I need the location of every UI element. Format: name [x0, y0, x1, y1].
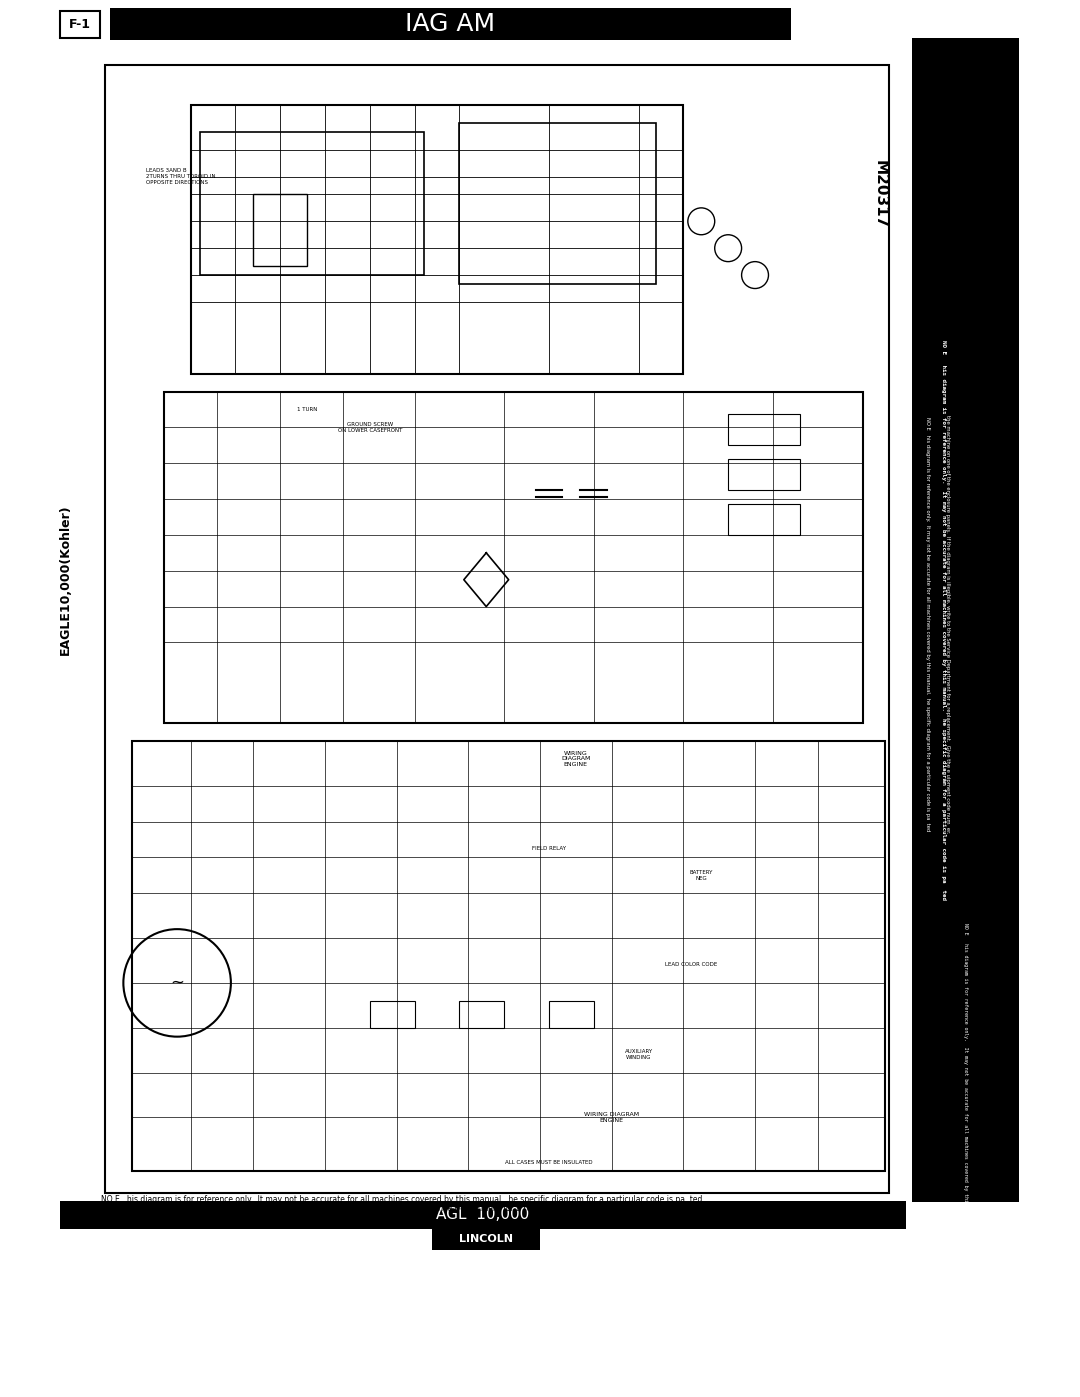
Bar [164, 391, 863, 724]
Text: 1 TURN: 1 TURN [297, 407, 318, 412]
Bar [432, 1228, 540, 1250]
Bar [190, 105, 684, 373]
Text: LINCOLN: LINCOLN [459, 1234, 513, 1243]
Text: WIRING DIAGRAM
ENGINE: WIRING DIAGRAM ENGINE [584, 1112, 639, 1123]
Text: NO E   his diagram is for reference only.  It may not be accurate for all machin: NO E his diagram is for reference only. … [941, 339, 946, 900]
Text: LEAD COLOR CODE: LEAD COLOR CODE [665, 963, 718, 968]
Text: NO E   his diagram is for reference only.  It may not be accurate for all machin: NO E his diagram is for reference only. … [100, 1196, 702, 1204]
Bar [549, 1000, 594, 1028]
Text: EAGLE10,000(Kohler): EAGLE10,000(Kohler) [58, 504, 71, 655]
Bar [459, 1000, 504, 1028]
Text: WIRING
DIAGRAM
ENGINE: WIRING DIAGRAM ENGINE [562, 750, 591, 767]
Bar [59, 11, 100, 38]
Text: the machine on one of the enclosure panels.  If the diagram is illegible, write : the machine on one of the enclosure pane… [945, 415, 950, 834]
Text: NO E   his diagram is for reference only.  It may not be accurate for all machin: NO E his diagram is for reference only. … [963, 923, 968, 1383]
Text: ~: ~ [171, 974, 184, 992]
Bar [200, 131, 423, 275]
Bar [106, 64, 890, 1193]
Bar [912, 38, 1020, 1203]
Bar [254, 194, 307, 265]
Text: the machine on one of the enclosure panels.  If the diagram is illegible, write : the machine on one of the enclosure pane… [100, 1204, 706, 1213]
Bar [110, 8, 791, 41]
Text: AGL  10,000: AGL 10,000 [436, 1207, 529, 1222]
Text: M20317: M20317 [873, 161, 888, 229]
Text: BATTERY
NEG: BATTERY NEG [690, 870, 713, 880]
Text: F-1: F-1 [69, 18, 91, 31]
Text: NO E   his diagram is for reference only.  It may not be accurate for all machin: NO E his diagram is for reference only. … [924, 418, 930, 831]
Bar [459, 123, 657, 284]
Text: AUXILIARY
WINDING: AUXILIARY WINDING [624, 1049, 652, 1060]
Text: GROUND SCREW
ON LOWER CASEFRONT: GROUND SCREW ON LOWER CASEFRONT [338, 422, 402, 433]
Bar [133, 740, 885, 1171]
Bar [728, 503, 800, 535]
Text: IAG AM: IAG AM [405, 13, 496, 36]
Text: ALL CASES MUST BE INSULATED: ALL CASES MUST BE INSULATED [505, 1160, 593, 1165]
Bar [728, 458, 800, 490]
Bar [369, 1000, 415, 1028]
Text: FIELD RELAY: FIELD RELAY [532, 847, 566, 851]
Text: LEADS 3AND B
2TURNS THRU TOROID IN
OPPOSITE DIRECTIONS: LEADS 3AND B 2TURNS THRU TOROID IN OPPOS… [146, 168, 215, 186]
Bar [728, 414, 800, 446]
Bar [59, 1200, 906, 1229]
